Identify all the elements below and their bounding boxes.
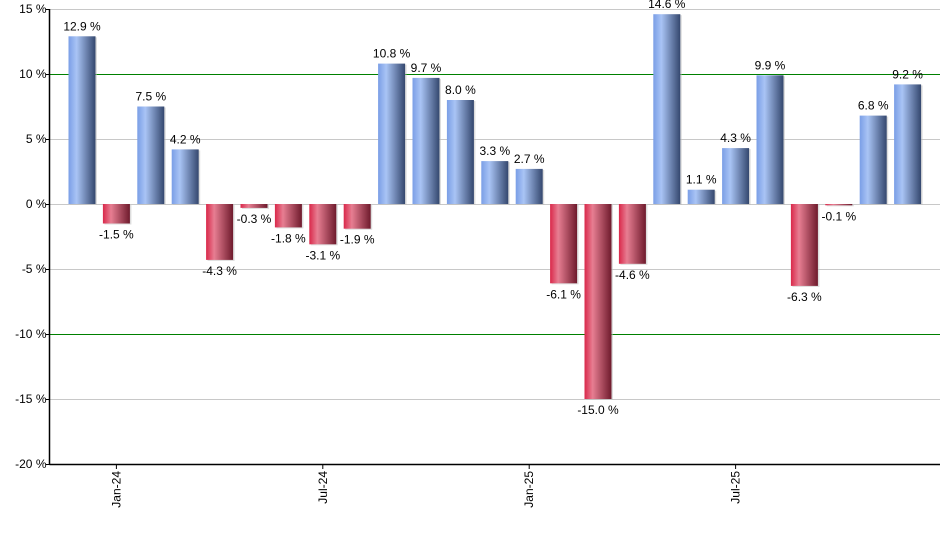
y-tick-label: -20 % xyxy=(15,457,47,471)
bar xyxy=(722,148,749,204)
x-tick-label: Jan-24 xyxy=(109,471,123,508)
data-label: 9.9 % xyxy=(755,58,786,72)
bar xyxy=(860,116,887,204)
y-tick-label: -15 % xyxy=(15,392,47,406)
y-tick-label: 5 % xyxy=(26,132,47,146)
data-label: -1.9 % xyxy=(340,233,375,247)
bar xyxy=(757,75,784,204)
data-label: 7.5 % xyxy=(135,90,166,104)
bar xyxy=(309,204,336,244)
bar xyxy=(481,161,508,204)
data-label: -0.3 % xyxy=(237,212,272,226)
bar xyxy=(69,36,96,204)
data-label: -3.1 % xyxy=(305,248,340,262)
bar xyxy=(172,149,199,204)
data-label: 9.7 % xyxy=(411,61,442,75)
data-label: 14.6 % xyxy=(648,0,686,11)
data-label: 10.8 % xyxy=(373,47,411,61)
y-tick-label: -10 % xyxy=(15,327,47,341)
bar xyxy=(585,204,612,399)
data-label: 2.7 % xyxy=(514,152,545,166)
bar xyxy=(550,204,577,283)
data-label: -6.3 % xyxy=(787,290,822,304)
bar xyxy=(137,107,164,205)
bar xyxy=(206,204,233,260)
y-tick-label: 10 % xyxy=(19,67,47,81)
data-label: 12.9 % xyxy=(63,19,101,33)
bar xyxy=(791,204,818,286)
bar xyxy=(378,64,405,204)
x-tick-label: Jul-24 xyxy=(316,471,330,504)
data-label: 3.3 % xyxy=(479,144,510,158)
data-label: -1.8 % xyxy=(271,231,306,245)
data-label: 6.8 % xyxy=(858,99,889,113)
bar xyxy=(241,204,268,208)
bar xyxy=(516,169,543,204)
bar xyxy=(619,204,646,264)
bars xyxy=(69,14,923,400)
bar xyxy=(413,78,440,204)
y-tick-label: -5 % xyxy=(22,262,47,276)
data-label: -0.1 % xyxy=(821,209,856,223)
bar xyxy=(344,204,371,229)
bar xyxy=(447,100,474,204)
data-label: 4.2 % xyxy=(170,132,201,146)
x-tick-label: Jan-25 xyxy=(522,471,536,508)
data-label: 8.0 % xyxy=(445,83,476,97)
y-tick-label: 0 % xyxy=(26,197,47,211)
data-label: -1.5 % xyxy=(99,228,134,242)
data-label: 9.2 % xyxy=(892,67,923,81)
bar xyxy=(825,204,852,205)
bar xyxy=(275,204,302,227)
bar xyxy=(103,204,130,224)
x-tick-label: Jul-25 xyxy=(729,471,743,504)
bar xyxy=(688,190,715,204)
data-label: 4.3 % xyxy=(720,131,751,145)
data-label: -4.3 % xyxy=(202,264,237,278)
bar xyxy=(894,84,921,204)
data-label: -6.1 % xyxy=(546,287,581,301)
data-label: -15.0 % xyxy=(577,403,619,417)
data-label: 1.1 % xyxy=(686,173,717,187)
y-tick-label: 15 % xyxy=(19,2,47,16)
bar xyxy=(653,14,680,204)
data-label: -4.6 % xyxy=(615,268,650,282)
